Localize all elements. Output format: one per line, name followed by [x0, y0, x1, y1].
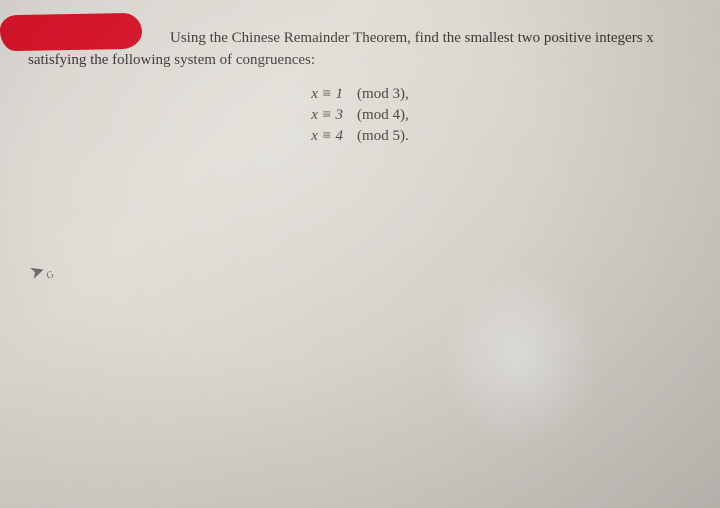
congruence-rhs: (mod 3), — [357, 86, 409, 103]
congruence-rhs: (mod 4), — [357, 107, 409, 124]
congruence-row: x ≡ 1 (mod 3), — [311, 86, 408, 103]
congruence-row: x ≡ 3 (mod 4), — [311, 107, 408, 124]
congruence-system: x ≡ 1 (mod 3), x ≡ 3 (mod 4), x ≡ 4 (mod… — [28, 86, 692, 145]
congruence-rhs: (mod 5). — [357, 128, 409, 145]
page: Using the Chinese Remainder Theorem, fin… — [0, 0, 720, 508]
congruence-row: x ≡ 4 (mod 5). — [311, 128, 408, 145]
congruence-lhs: x ≡ 3 — [311, 107, 343, 124]
congruence-lhs: x ≡ 4 — [311, 128, 343, 145]
congruence-lhs: x ≡ 1 — [311, 86, 343, 103]
redaction-mark — [0, 13, 142, 51]
